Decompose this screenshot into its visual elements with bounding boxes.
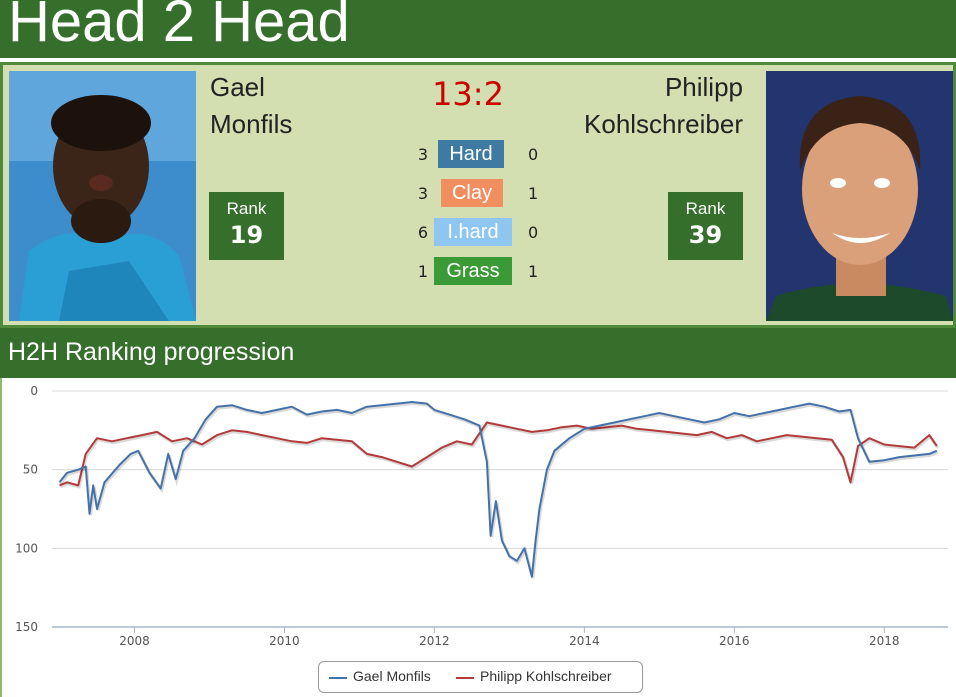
surface-left-count: 6 [417, 223, 428, 242]
x-tick-label: 2014 [569, 634, 600, 648]
surface-row-hard: 3 Hard 0 [398, 140, 548, 168]
rank-value-left: 19 [229, 221, 264, 249]
surface-badge-grass: Grass [434, 257, 512, 285]
player-first-name-left: Gael [210, 72, 265, 102]
rank-badge-right: Rank 39 [668, 192, 743, 260]
x-tick-label: 2016 [719, 634, 750, 648]
surface-right-count: 0 [528, 145, 539, 164]
surface-row-ihard: 6 I.hard 0 [398, 218, 548, 246]
player-last-name-left: Monfils [210, 109, 293, 139]
series-line-shadow [59, 401, 939, 579]
rank-badge-left: Rank 19 [209, 192, 284, 260]
ranking-chart-area [0, 378, 956, 697]
series-line-philipp-kohlschreiber[interactable] [59, 421, 938, 487]
surface-row-clay: 3 Clay 1 [398, 179, 548, 207]
h2h-panel: Gael Monfils Rank 19 13:2 3 Hard 0 3 Cla… [0, 62, 956, 328]
section-title: H2H Ranking progression [8, 338, 295, 366]
surface-badge-ihard: I.hard [434, 218, 512, 246]
surface-right-count: 1 [528, 184, 539, 203]
surface-left-count: 3 [417, 145, 428, 164]
legend-label-monfils[interactable]: Gael Monfils [353, 668, 431, 684]
section-header: H2H Ranking progression [0, 328, 956, 378]
x-tick-label: 2010 [269, 634, 300, 648]
y-tick-label: 150 [15, 620, 38, 634]
surface-right-count: 1 [528, 262, 539, 281]
surface-badge-clay: Clay [441, 179, 503, 207]
y-tick-label: 100 [15, 541, 38, 555]
x-tick-label: 2012 [419, 634, 450, 648]
legend-label-kohlschreiber[interactable]: Philipp Kohlschreiber [480, 668, 612, 684]
y-tick-label: 50 [23, 463, 38, 477]
ranking-chart: 0 50 100 150 2008 2010 2012 2014 2016 2018 [15, 384, 948, 648]
player-last-name-right: Kohlschreiber [584, 109, 743, 139]
surface-row-grass: 1 Grass 1 [398, 257, 548, 285]
rank-label-left: Rank [226, 199, 267, 218]
rank-value-right: 39 [688, 221, 723, 249]
rank-label-right: Rank [685, 199, 726, 218]
series-line-shadow [59, 422, 940, 489]
legend-swatch-kohlschreiber [456, 677, 474, 679]
x-tick-label: 2018 [869, 634, 900, 648]
y-tick-label: 0 [30, 384, 38, 398]
series-line-gael-monfils[interactable] [58, 401, 938, 578]
player-photo-kohlschreiber [766, 71, 953, 321]
chart-legend: Gael Monfils Philipp Kohlschreiber [318, 661, 643, 693]
player-name-right: Philipp Kohlschreiber [584, 69, 743, 143]
player-photo-monfils [9, 71, 196, 321]
x-tick-label: 2008 [119, 634, 150, 648]
legend-swatch-monfils [329, 677, 347, 679]
surface-left-count: 1 [417, 262, 428, 281]
header-bar: Head 2 Head [0, 0, 956, 58]
surface-left-count: 3 [417, 184, 428, 203]
surface-badge-hard: Hard [438, 140, 504, 168]
player-first-name-right: Philipp [664, 72, 743, 102]
surface-right-count: 0 [528, 223, 539, 242]
h2h-score: 13:2 [432, 75, 504, 113]
player-name-left: Gael Monfils [210, 69, 292, 143]
page-title: Head 2 Head [8, 0, 350, 54]
